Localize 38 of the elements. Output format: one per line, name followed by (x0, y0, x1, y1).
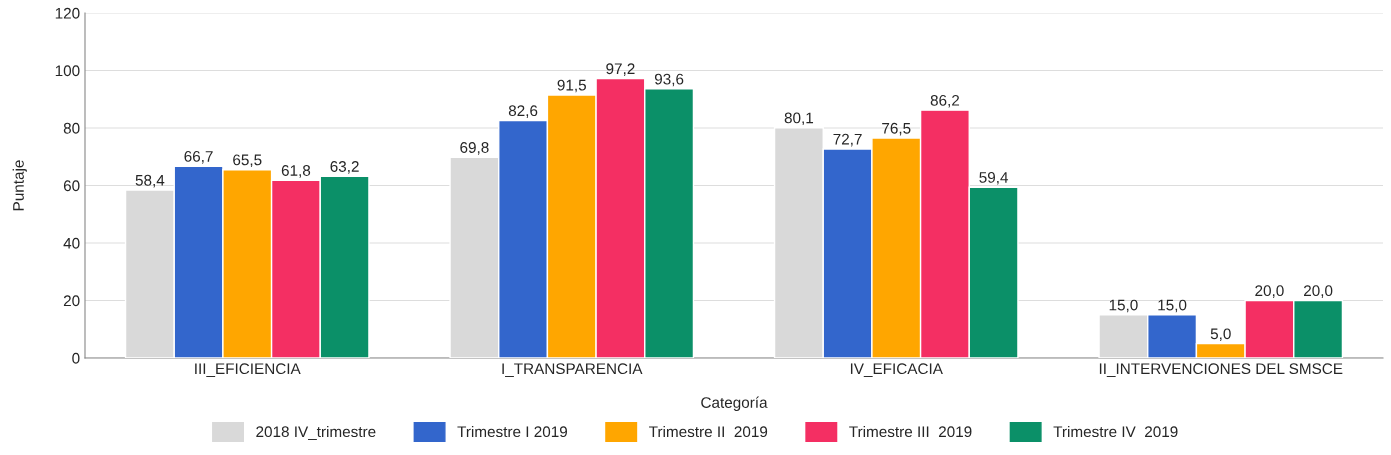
y-tick-label: 100 (55, 65, 80, 77)
y-tick-label: 40 (63, 237, 80, 249)
data-label: 65,5 (233, 154, 262, 168)
data-label: 20,0 (1255, 285, 1284, 298)
y-tick-label: 0 (72, 352, 80, 364)
y-tick-label: 60 (63, 180, 80, 192)
data-label: 93,6 (654, 73, 684, 87)
data-label: 69,8 (460, 142, 489, 155)
data-label: 66,7 (184, 151, 213, 164)
data-label: 20,0 (1304, 285, 1333, 298)
y-tick-label: 120 (55, 7, 80, 19)
x-tick-label: I_TRANSPARENCIA (502, 363, 643, 377)
legend-label: 2018 IV_trimestre (256, 425, 376, 441)
data-label: 76,5 (882, 122, 911, 136)
data-label: 15,0 (1158, 299, 1187, 313)
data-label: 72,7 (833, 133, 862, 147)
legend-label: Trimestre III 2019 (849, 425, 972, 438)
x-tick-label: III_EFICIENCIA (195, 363, 301, 377)
data-label: 91,5 (557, 79, 586, 93)
data-label: 86,2 (930, 94, 960, 108)
data-label: 80,1 (784, 112, 814, 126)
data-label: 58,4 (135, 174, 165, 188)
data-label: 61,8 (281, 165, 311, 178)
legend-label: Trimestre I 2019 (457, 425, 568, 438)
x-tick-label: II_INTERVENCIONES DEL SMSCE (1099, 363, 1343, 377)
data-label: 5,0 (1210, 328, 1231, 342)
data-label: 15,0 (1109, 299, 1138, 313)
data-label: 97,2 (606, 63, 635, 76)
y-axis-title: Puntaje (12, 160, 27, 211)
x-axis-title: Categoría (701, 396, 768, 411)
x-tick-label: IV_EFICACIA (850, 363, 943, 377)
data-label: 63,2 (330, 161, 359, 174)
legend-label: Trimestre IV 2019 (1053, 425, 1178, 438)
data-label: 82,6 (508, 105, 538, 118)
y-tick-label: 80 (63, 122, 80, 134)
data-label: 59,4 (979, 172, 1009, 185)
legend-label: Trimestre II 2019 (649, 425, 768, 438)
y-tick-label: 20 (63, 295, 80, 307)
